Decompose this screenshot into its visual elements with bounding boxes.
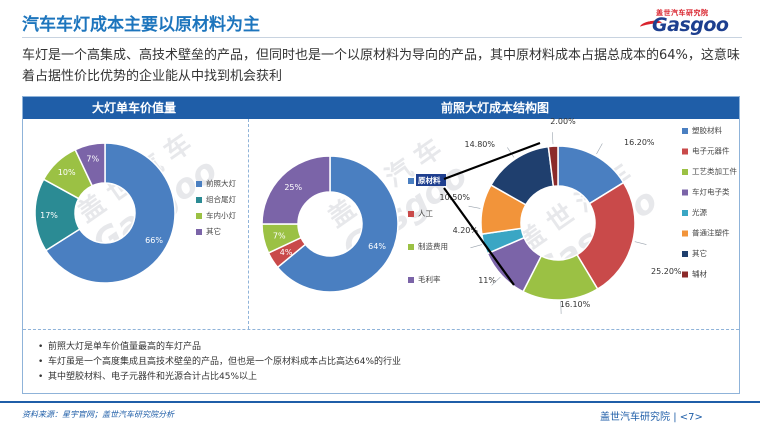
slice-label: 64% <box>368 242 386 251</box>
legend-label: 人工 <box>418 209 433 218</box>
legend-label: 原材料 <box>418 175 441 185</box>
footer-org-name: 盖世汽车研究院 <box>600 412 670 423</box>
legend-label: 组合尾灯 <box>206 194 236 204</box>
leader-line <box>507 147 515 158</box>
legend-swatch <box>408 211 414 217</box>
slice-label: 2.00% <box>550 117 576 126</box>
footer-org: 盖世汽车研究院 | <7> <box>600 408 703 423</box>
legend-label: 车灯电子类 <box>692 187 730 197</box>
slice-label: 10.50% <box>439 193 470 202</box>
donut-slice <box>547 145 559 188</box>
donut-chart-cost-structure: 16.20% 25.20% 16.10% 11% 4.20% 10.50% 14.80% 2.… <box>439 117 737 314</box>
slice-label: 14.80% <box>464 140 495 149</box>
legend-swatch <box>682 251 688 257</box>
legend-label: 工艺类加工件 <box>692 166 737 176</box>
legend-label: 辅材 <box>692 269 707 279</box>
slice-label: 25.20% <box>651 267 682 276</box>
panel-vertical-divider <box>248 119 249 329</box>
legend-highlight-box <box>416 174 446 186</box>
leader-line <box>470 244 483 249</box>
finding-item: 车灯虽是一个高度集成且高技术壁垒的产品，但也是一个原材料成本占比高达64%的行业 <box>38 355 728 370</box>
legend-label: 光源 <box>692 207 707 217</box>
finding-item: 前照大灯是单车价值量最高的车灯产品 <box>38 340 728 355</box>
footer-separator: | <box>673 412 680 423</box>
slice-label: 66% <box>145 236 163 245</box>
legend-swatch <box>682 189 688 196</box>
donut-slice <box>261 155 331 225</box>
legend-label: 毛利率 <box>418 274 441 284</box>
left-chart-header: 大灯单车价值量 <box>91 101 176 115</box>
page-number: <7> <box>679 412 703 423</box>
legend-swatch <box>196 229 202 235</box>
slice-label: 10% <box>58 168 76 177</box>
leader-line <box>634 241 647 245</box>
legend-swatch <box>408 277 414 283</box>
legend-swatch <box>682 148 688 155</box>
legend-swatch <box>408 178 414 184</box>
footer-rule <box>0 401 760 403</box>
slice-label: 7% <box>86 154 99 163</box>
leader-line <box>468 205 481 209</box>
slice-label: 16.10% <box>560 300 591 309</box>
lead-paragraph: 车灯是一个高集成、高技术壁垒的产品，但同时也是一个以原材料为导向的产品，其中原材… <box>22 48 740 84</box>
title-divider <box>22 37 742 38</box>
legend-label: 普通注塑件 <box>692 228 730 238</box>
panel-horizontal-divider <box>23 329 739 330</box>
slice-label: 7% <box>273 231 286 240</box>
slice-label: 4.20% <box>453 226 479 235</box>
logo-main-text: Gasgoo <box>652 14 729 36</box>
callout-line <box>443 141 541 286</box>
legend-label: 前照大灯 <box>206 178 236 188</box>
legend-label: 其它 <box>692 248 707 258</box>
donut-slice <box>576 181 636 291</box>
legend-label: 塑胶材料 <box>692 125 722 135</box>
legend-swatch <box>682 169 688 175</box>
leader-line <box>596 143 603 155</box>
slice-label: 17% <box>40 211 58 220</box>
legend-label: 车内小灯 <box>206 210 236 220</box>
right-chart-header: 前照大灯成本结构图 <box>440 101 549 115</box>
slice-label: 11% <box>478 276 496 285</box>
donut-slice <box>74 142 106 187</box>
legend-swatch <box>408 244 414 250</box>
logo-top-text: 盖世汽车研究院 <box>656 9 709 17</box>
legend-label: 其它 <box>206 226 221 236</box>
legend-label: 制造费用 <box>418 241 448 251</box>
legend-swatch <box>682 271 688 278</box>
gasgoo-logo: 盖世汽车研究院 Gasgoo <box>630 8 742 36</box>
legend-swatch <box>196 181 202 187</box>
legend-swatch <box>196 197 202 203</box>
legend-swatch <box>682 230 688 237</box>
findings-list: 前照大灯是单车价值量最高的车灯产品 车灯虽是一个高度集成且高技术壁垒的产品，但也… <box>38 340 728 385</box>
legend-swatch <box>682 210 688 216</box>
source-note: 资料来源：星宇官网；盖世汽车研究院分析 <box>22 410 174 419</box>
slice-label: 25% <box>284 183 302 192</box>
donut-slice <box>44 142 176 284</box>
legend-swatch <box>682 128 688 134</box>
donut-slice <box>276 155 399 293</box>
slice-label: 4% <box>280 248 293 257</box>
legend-label: 电子元器件 <box>692 146 730 156</box>
panel-header-bar: 大灯单车价值量 前照大灯成本结构图 <box>23 97 739 119</box>
finding-item: 其中塑胶材料、电子元器件和光源合计占比45%以上 <box>38 370 728 385</box>
legend-swatch <box>196 213 202 219</box>
slice-label: 16.20% <box>624 138 655 147</box>
leader-line <box>551 132 554 145</box>
charts-panel: 大灯单车价值量 前照大灯成本结构图 <box>22 96 740 394</box>
leader-line <box>491 276 501 286</box>
callout-connector <box>443 141 541 286</box>
page-title: 汽车车灯成本主要以原材料为主 <box>22 15 260 35</box>
